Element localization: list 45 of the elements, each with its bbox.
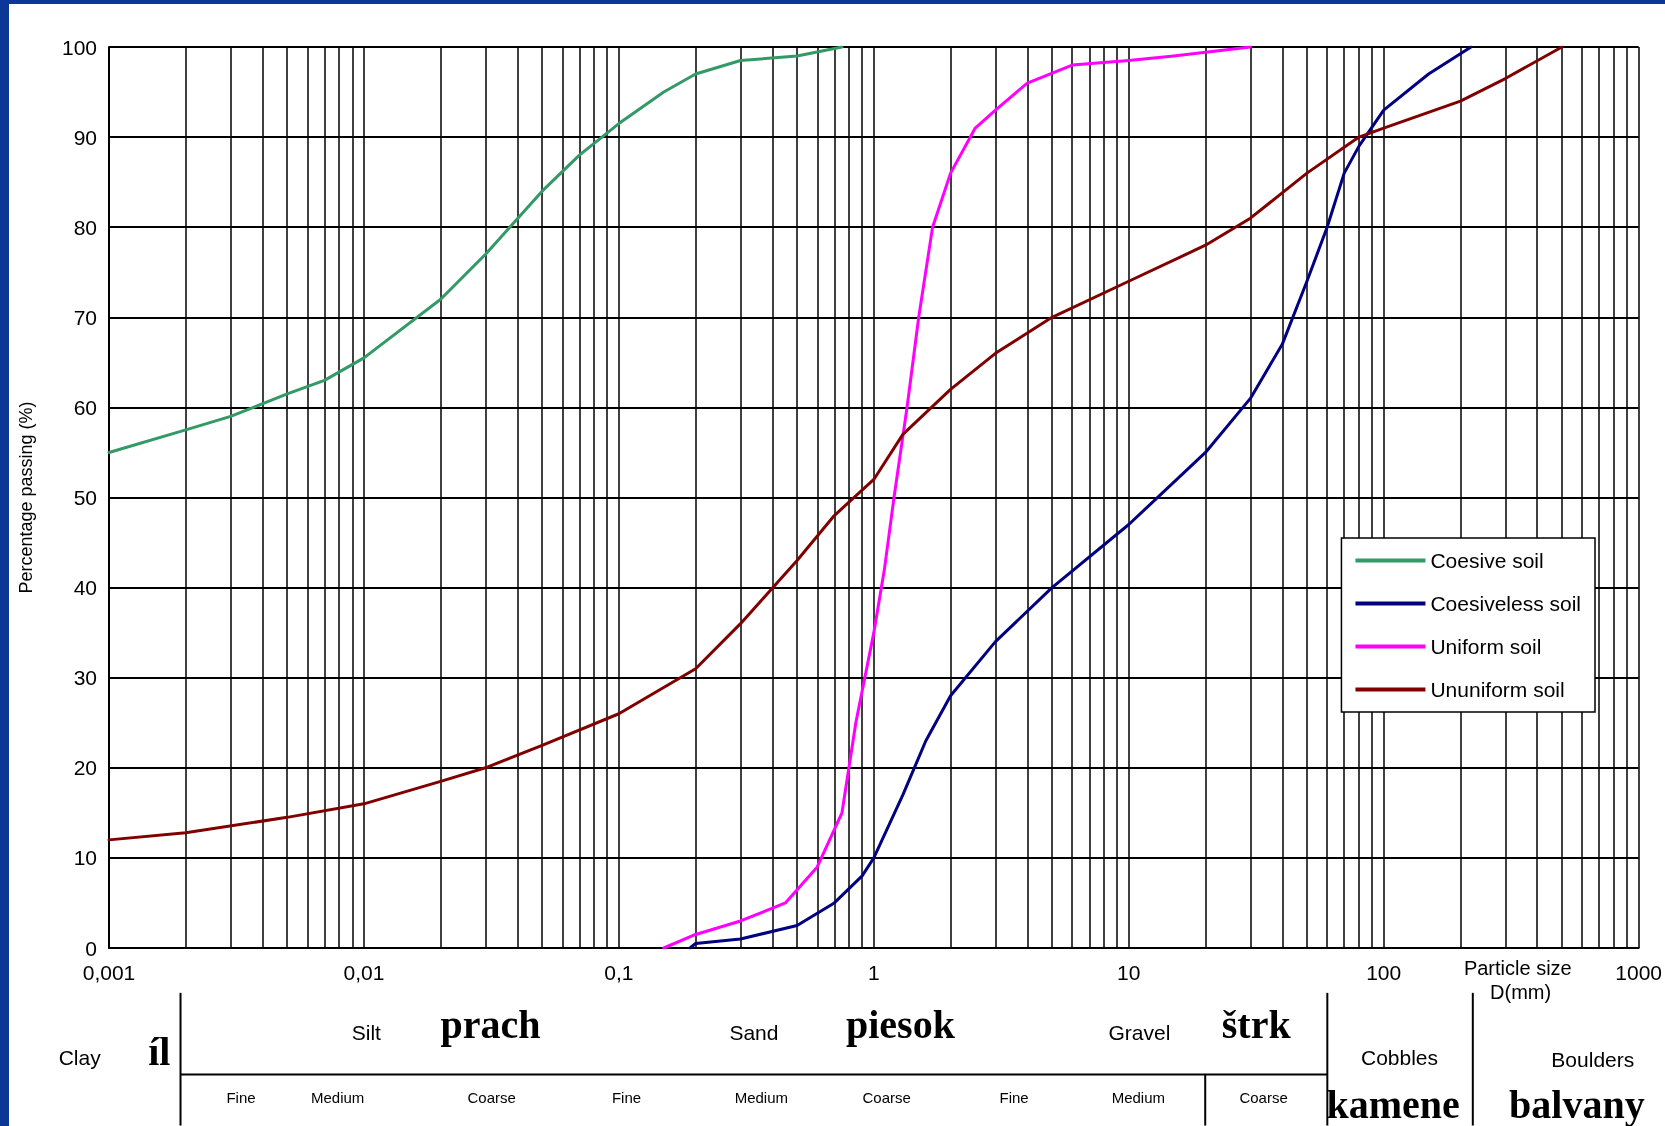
text: Medium bbox=[310, 1089, 365, 1107]
x-tick-label: 10 bbox=[1117, 961, 1141, 984]
text: Medium bbox=[734, 1089, 789, 1107]
text: Boulders bbox=[1551, 1048, 1635, 1072]
y-tick-label: 10 bbox=[73, 846, 97, 870]
x-tick-label: 1 bbox=[867, 961, 880, 984]
text: kamene bbox=[1326, 1081, 1460, 1126]
text: piesok bbox=[845, 1002, 956, 1048]
y-tick-label: 50 bbox=[73, 486, 97, 509]
y-tick-label: 30 bbox=[73, 666, 97, 690]
text: Sand bbox=[729, 1020, 779, 1044]
text: Clay bbox=[58, 1046, 102, 1070]
text: Cobbles bbox=[1361, 1046, 1439, 1070]
y-tick-label: 20 bbox=[73, 756, 97, 780]
y-axis-title: Percentage passing (%) bbox=[16, 401, 36, 594]
x-tick-label: 1000 bbox=[1615, 961, 1662, 984]
legend-label: Coesiveless soil bbox=[1430, 592, 1581, 615]
y-tick-label: 90 bbox=[73, 125, 97, 149]
x-tick-label: 100 bbox=[1366, 961, 1402, 984]
text: Gravel bbox=[1108, 1020, 1171, 1044]
text: Fine bbox=[226, 1089, 256, 1107]
text: íl bbox=[148, 1028, 171, 1074]
y-tick-label: 80 bbox=[73, 215, 97, 239]
y-tick-label: 100 bbox=[61, 35, 97, 59]
x-axis-title: Particle size D(mm) bbox=[1463, 956, 1578, 1003]
y-tick-label: 60 bbox=[73, 395, 97, 419]
x-tick-label: 0,001 bbox=[82, 961, 136, 984]
text: Fine bbox=[611, 1089, 642, 1107]
y-tick-label: 70 bbox=[73, 305, 97, 329]
text: prach bbox=[440, 1002, 541, 1048]
text: Medium bbox=[1111, 1089, 1165, 1107]
y-tick-label: 40 bbox=[73, 576, 97, 600]
legend-label: Ununiform soil bbox=[1430, 678, 1565, 701]
text: Coarse bbox=[862, 1089, 911, 1107]
x-tick-label: 0,1 bbox=[604, 961, 634, 984]
text: štrk bbox=[1221, 1002, 1292, 1048]
x-tick-label: 0,01 bbox=[343, 961, 385, 984]
text: Fine bbox=[999, 1089, 1029, 1107]
legend-label: Coesive soil bbox=[1430, 549, 1544, 572]
y-tick-label: 0 bbox=[85, 936, 97, 960]
text: Silt bbox=[351, 1020, 382, 1044]
text: balvany bbox=[1509, 1081, 1645, 1126]
legend-label: Uniform soil bbox=[1430, 635, 1542, 658]
text: Coarse bbox=[1239, 1089, 1288, 1107]
text: Coarse bbox=[467, 1089, 516, 1107]
